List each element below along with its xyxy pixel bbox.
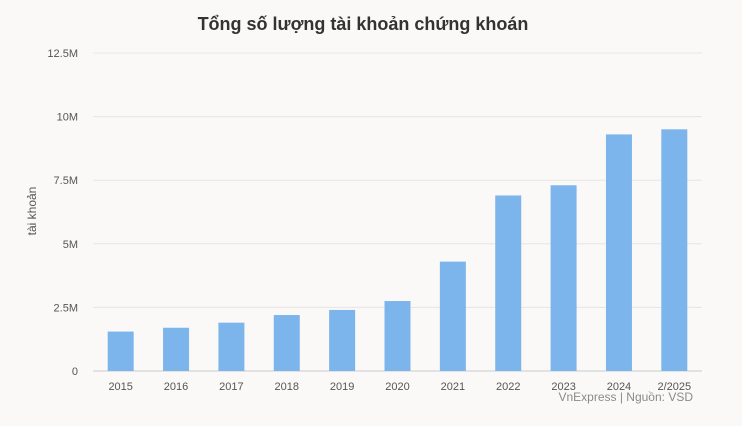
source-credit: VnExpress | Nguồn: VSD [558, 390, 693, 404]
bars [107, 129, 688, 371]
x-tick-label: 2/2025 [657, 381, 691, 393]
bar-2021 [439, 261, 466, 371]
x-tick-labels: 2015 2016 2017 2018 2019 2020 2021 2022 2023 2024… [108, 381, 691, 393]
y-tick-labels: 0 2.5M 5M 7.5M 10M 12.5M [47, 48, 78, 378]
y-axis-label: tài khoản [25, 187, 39, 236]
x-tick-label: 2023 [551, 381, 575, 393]
gridlines [93, 52, 702, 372]
x-tick-label: 2024 [607, 381, 631, 393]
chart-title: Tổng số lượng tài khoản chứng khoán [198, 14, 529, 34]
x-tick-label: 2019 [330, 381, 354, 393]
bar-2024 [605, 134, 632, 371]
x-tick-label: 2020 [385, 381, 409, 393]
y-tick-label: 0 [72, 366, 78, 378]
bar-2022 [495, 195, 522, 371]
x-tick-label: 2021 [441, 381, 465, 393]
bar-2018 [273, 315, 300, 371]
bar-2015 [107, 331, 134, 371]
bar-2016 [163, 327, 190, 371]
bar-2019 [329, 309, 356, 371]
y-tick-label: 5M [63, 239, 78, 251]
bar-2023 [550, 185, 577, 371]
x-tick-label: 2018 [275, 381, 299, 393]
x-tick-label: 2017 [219, 381, 243, 393]
x-tick-label: 2016 [164, 381, 188, 393]
bar-2017 [218, 322, 245, 371]
bar-2-2025 [661, 129, 688, 371]
x-tick-label: 2015 [108, 381, 132, 393]
y-tick-label: 7.5M [54, 175, 78, 187]
y-tick-label: 2.5M [54, 302, 78, 314]
y-tick-label: 10M [57, 112, 78, 124]
y-tick-label: 12.5M [47, 48, 78, 60]
x-tick-label: 2022 [496, 381, 520, 393]
bar-2020 [384, 301, 411, 371]
